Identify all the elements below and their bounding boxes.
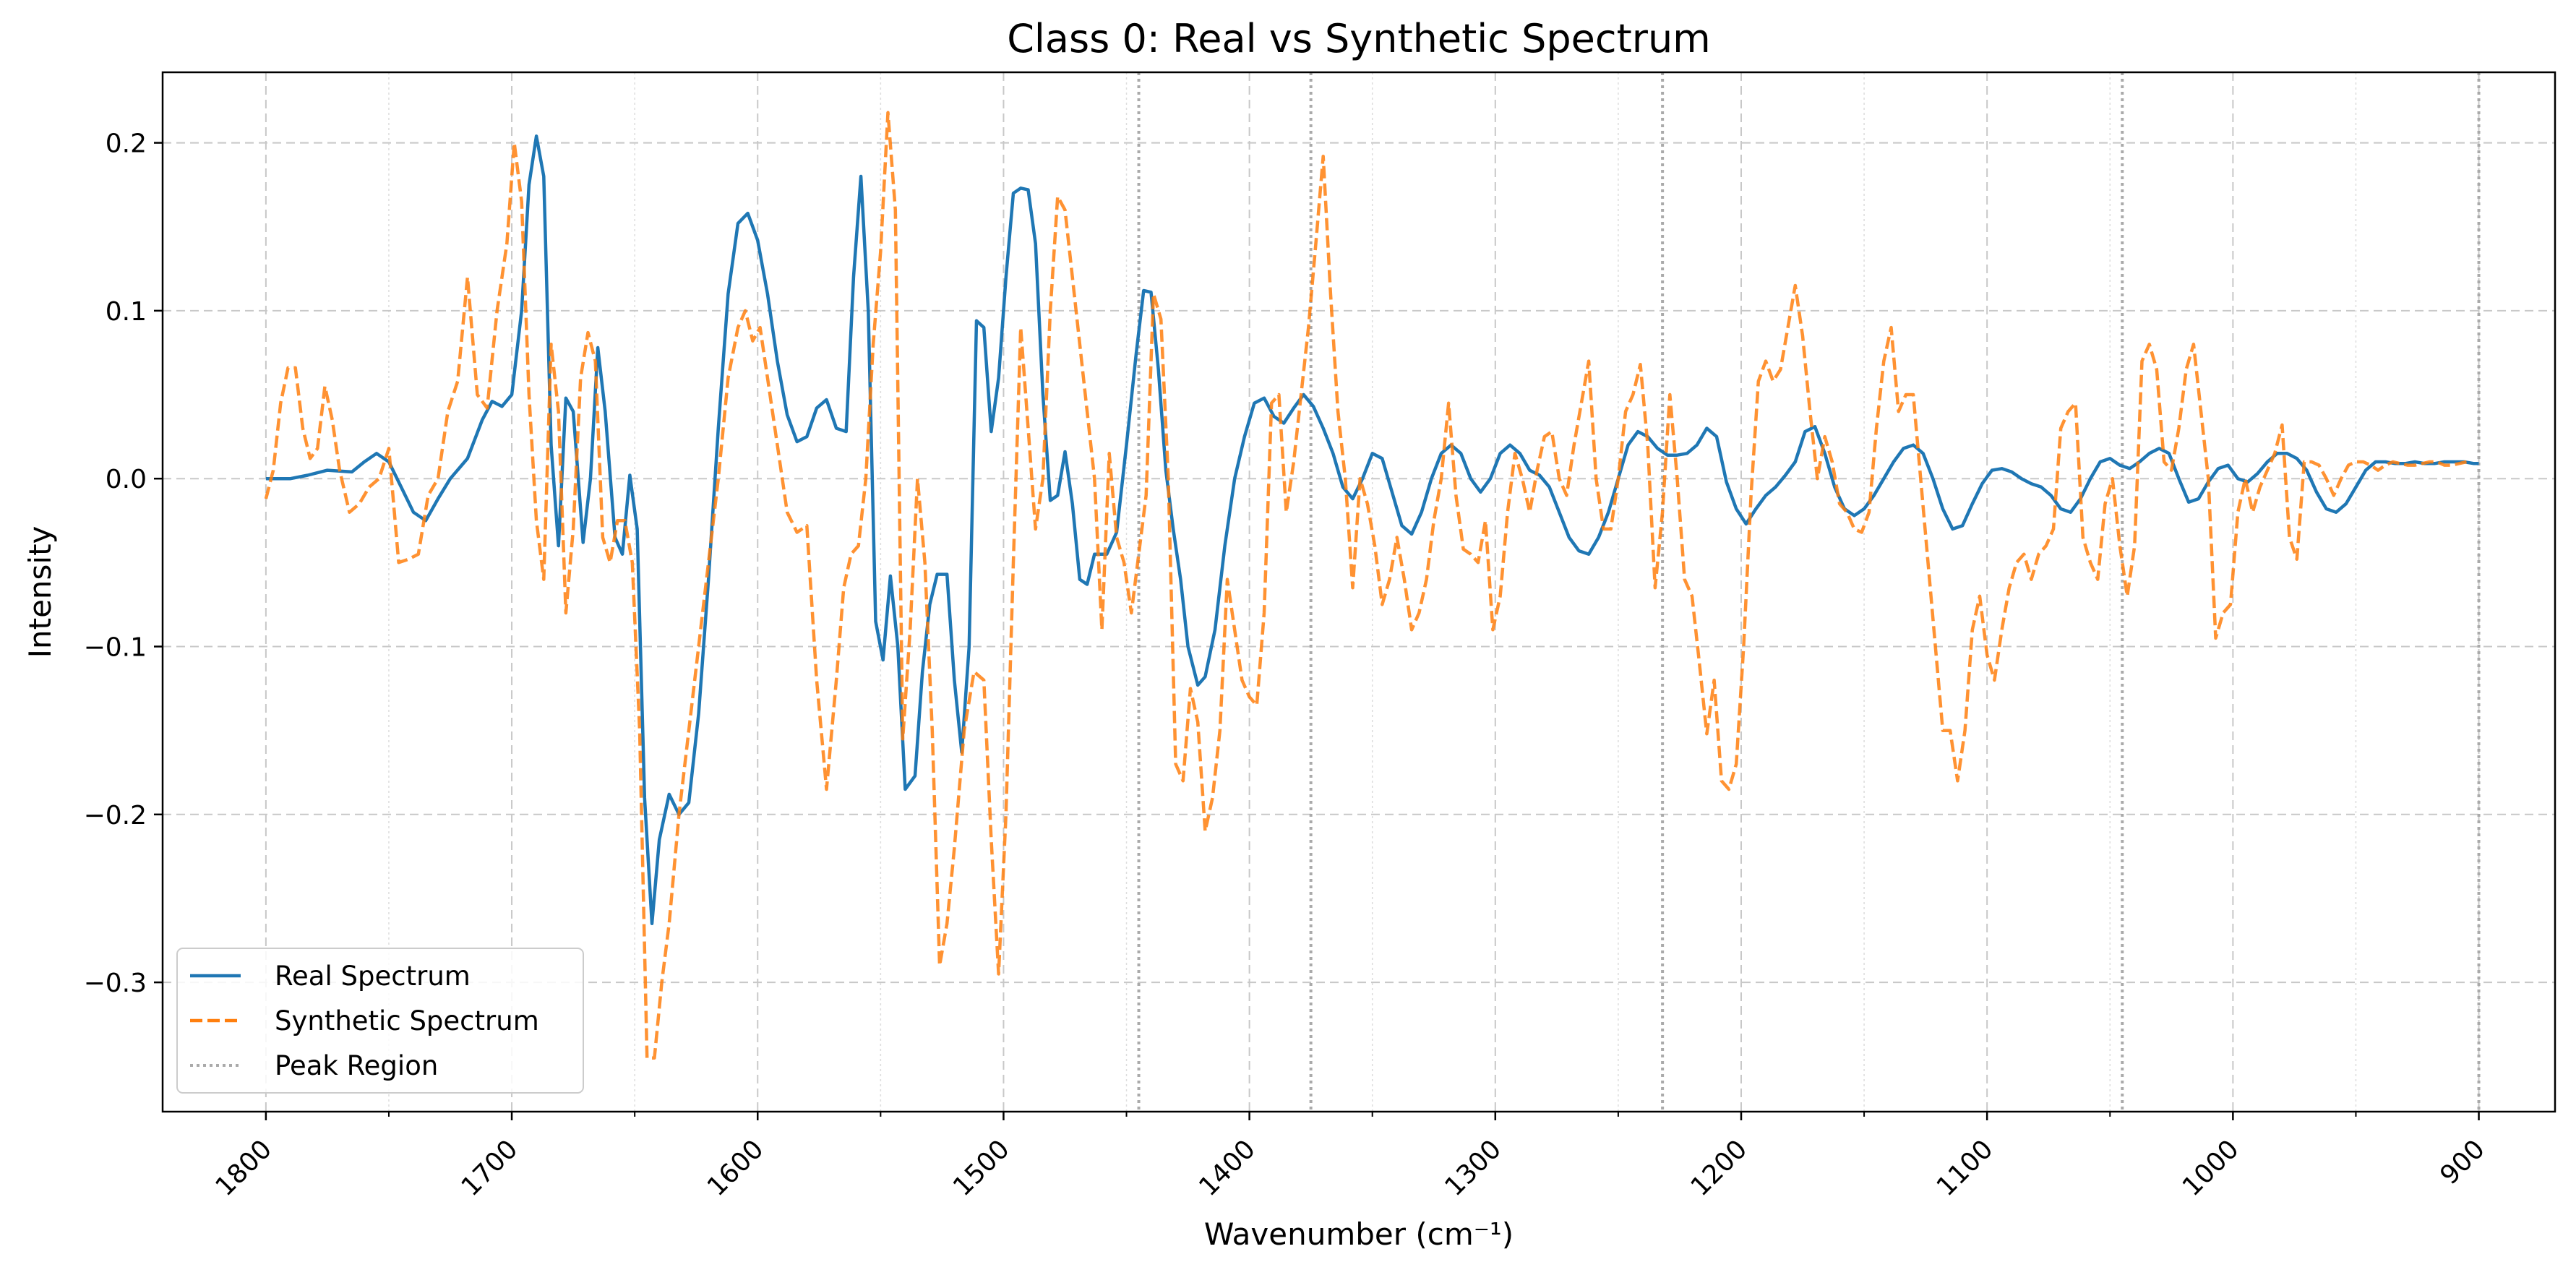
y-tick-label: 0.2 — [106, 129, 147, 159]
y-tick-label: −0.3 — [84, 969, 147, 998]
legend-box — [176, 948, 584, 1094]
legend-label: Peak Region — [275, 1050, 438, 1081]
legend-label: Synthetic Spectrum — [275, 1005, 539, 1036]
y-tick-label: 0.0 — [106, 465, 147, 494]
y-axis-label: Intensity — [22, 526, 58, 658]
y-tick-label: 0.1 — [106, 297, 147, 327]
x-axis-label: Wavenumber (cm⁻¹) — [1204, 1216, 1514, 1252]
real-spectrum-line — [265, 134, 2479, 926]
plot-frame — [161, 71, 2556, 1113]
y-tick-label: −0.1 — [84, 633, 147, 663]
legend: Real Spectrum Synthetic Spectrum Peak Regi… — [176, 948, 584, 1094]
peak-region-lines — [1137, 72, 2481, 1112]
chart-title: Class 0: Real vs Synthetic Spectrum — [1007, 16, 1711, 61]
y-tick-label: −0.2 — [84, 801, 147, 830]
legend-label: Real Spectrum — [275, 961, 471, 992]
series-lines — [264, 111, 2479, 1060]
grid — [163, 72, 2555, 1112]
